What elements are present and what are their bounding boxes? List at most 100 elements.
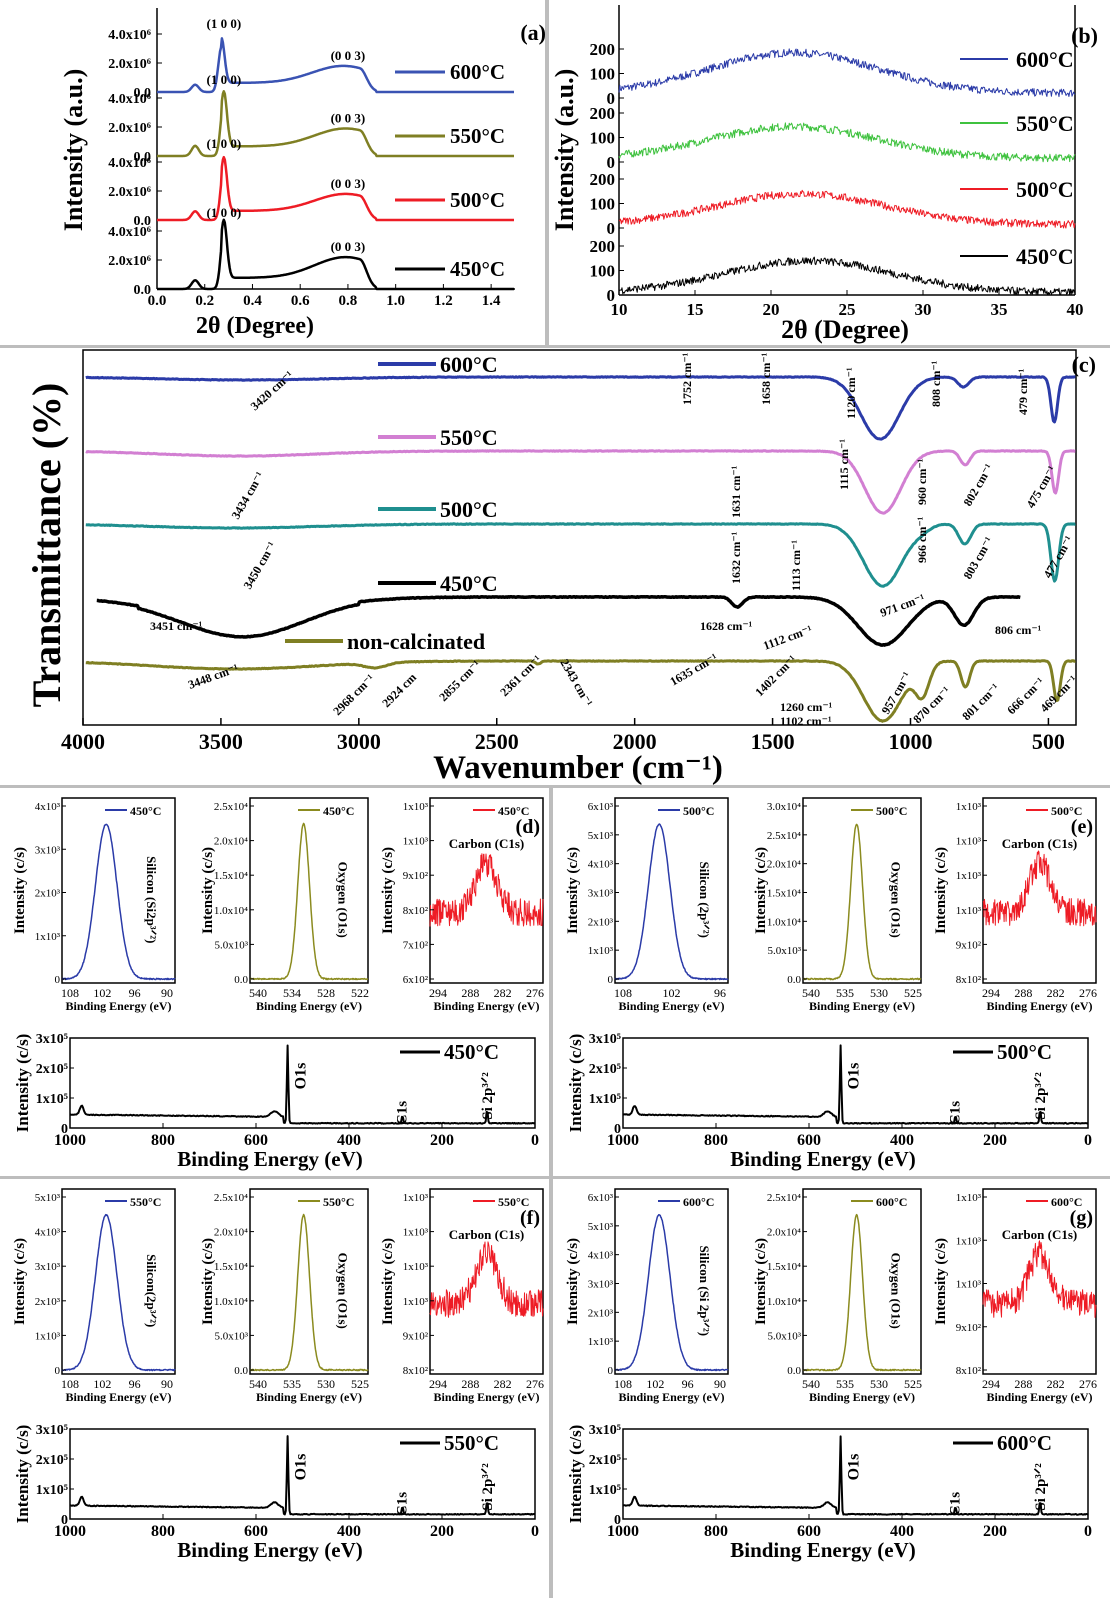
x-tick-label: 800 [704,1523,728,1540]
x-tick-label: 108 [614,986,632,1000]
x-tick-label: 1000 [607,1132,639,1149]
band-label: 1628 cm⁻¹ [700,619,753,633]
y-tick-label: 9x10² [403,1330,429,1342]
y-tick-label: 5.0x10³ [214,939,248,951]
y-tick-label: 5.0x10³ [767,945,801,957]
peak-title: Silicon (2p³ᐟ²) [697,861,712,938]
y-tick-label: 0 [607,286,616,305]
y-tick-label: 8x10² [403,905,429,917]
x-tick-label: 0.8 [339,293,358,309]
series-line [618,256,1076,296]
band-label: 808 cm⁻¹ [929,360,943,407]
series-line [618,48,1076,98]
y-tick-label: 4x10³ [35,1227,61,1239]
band-label: 960 cm⁻¹ [915,458,929,505]
y-tick-label: 3x10³ [588,888,614,900]
peak-label: (1 0 0) [206,16,241,31]
y-tick-label: 0.0 [234,974,248,986]
y-axis-title: Intensity (c/s) [12,847,28,934]
y-tick-label: 4x10³ [588,1250,614,1262]
y-tick-label: 5x10³ [35,1192,61,1204]
x-tick-label: 535 [836,986,854,1000]
legend-label: 450°C [498,804,529,818]
y-tick-label: 1x10³ [403,1192,429,1204]
x-tick-label: 288 [1014,986,1032,1000]
y-tick-label: 0 [607,89,616,108]
y-tick-label: 5.0x10³ [767,1330,801,1342]
series-line [69,1435,536,1516]
band-label: 1113 cm⁻¹ [789,540,803,591]
x-tick-label: 500 [1032,729,1065,754]
axes-frame [622,1428,1089,1520]
x-tick-label: 522 [351,986,369,1000]
x-axis-title: Wavenumber (cm⁻¹) [433,750,723,786]
peak-label: (1 0 0) [206,205,241,220]
panel-divider [0,785,1110,788]
x-tick-label: 400 [890,1132,914,1149]
panel-label: (d) [516,816,540,838]
axes-frame [982,1188,1097,1375]
x-axis-title: Binding Energy (eV) [433,999,539,1013]
x-axis-title: Binding Energy (eV) [65,1390,171,1404]
y-tick-label: 1x10³ [403,836,429,848]
legend-label: 450°C [440,571,498,596]
band-label: 806 cm⁻¹ [995,623,1042,637]
band-label: 469 cm⁻¹ [1037,672,1080,715]
y-tick-label: 8x10² [956,974,982,986]
band-label: 1120 cm⁻¹ [844,367,858,419]
y-tick-label: 1.0x10⁴ [767,1296,801,1308]
y-tick-label: 0 [608,1365,614,1377]
legend-label: 500°C [450,188,505,212]
x-tick-label: 800 [151,1132,175,1149]
x-tick-label: 288 [461,1377,479,1391]
x-tick-label: 90 [714,1377,726,1391]
x-tick-label: 530 [317,1377,335,1391]
peak-title: Oxygen (O1s) [336,1253,351,1329]
peak-label: (0 0 3) [331,110,366,125]
legend-label: non-calcinated [347,629,485,654]
x-tick-label: 108 [61,1377,79,1391]
x-axis-title: Binding Energy (eV) [809,999,915,1013]
y-tick-label: 2x10⁵ [589,1062,621,1077]
axes-frame [614,1188,729,1375]
y-tick-label: 2.0x10⁴ [767,859,801,871]
legend-label: 450°C [450,257,505,281]
y-tick-label: 0 [55,974,61,986]
x-tick-label: 800 [704,1132,728,1149]
x-tick-label: 200 [430,1132,454,1149]
peak-label: (0 0 3) [331,176,366,191]
x-tick-label: 600 [797,1132,821,1149]
y-tick-label: 1.5x10⁴ [214,1261,248,1273]
series-line [429,1241,544,1318]
x-tick-label: 282 [1047,986,1065,1000]
y-tick-label: 3x10⁵ [36,1032,68,1047]
peak-label: Si 2p³ᐟ² [1033,1463,1049,1511]
band-label: 1112 cm⁻¹ [761,622,814,653]
y-tick-label: 2.0x10⁶ [108,121,151,136]
x-tick-label: 108 [61,986,79,1000]
y-axis-title: Intensity (c/s) [380,1238,396,1325]
x-tick-label: 2500 [475,729,519,754]
x-tick-label: 2000 [613,729,657,754]
y-tick-label: 3x10⁵ [589,1423,621,1438]
y-tick-label: 1x10³ [588,945,614,957]
series-line [85,522,1076,588]
peak-label: C1s [394,1492,410,1516]
series-line [622,1435,1089,1516]
x-tick-label: 525 [904,1377,922,1391]
band-label: 2343 cm⁻¹ [557,657,595,710]
x-tick-label: 0.6 [291,293,310,309]
x-tick-label: 25 [839,300,856,319]
y-tick-label: 0 [55,1365,61,1377]
y-tick-label: 1x10³ [403,801,429,813]
peak-label: Si 2p³ᐟ² [480,1463,496,1511]
y-tick-label: 100 [590,262,616,281]
x-axis-title: Binding Energy (eV) [986,1390,1092,1404]
x-tick-label: 540 [802,1377,820,1391]
y-tick-label: 1x10⁵ [36,1092,68,1107]
peak-label: (1 0 0) [206,136,241,151]
axes-frame [61,1188,176,1375]
panel-label: (c) [1072,352,1096,377]
